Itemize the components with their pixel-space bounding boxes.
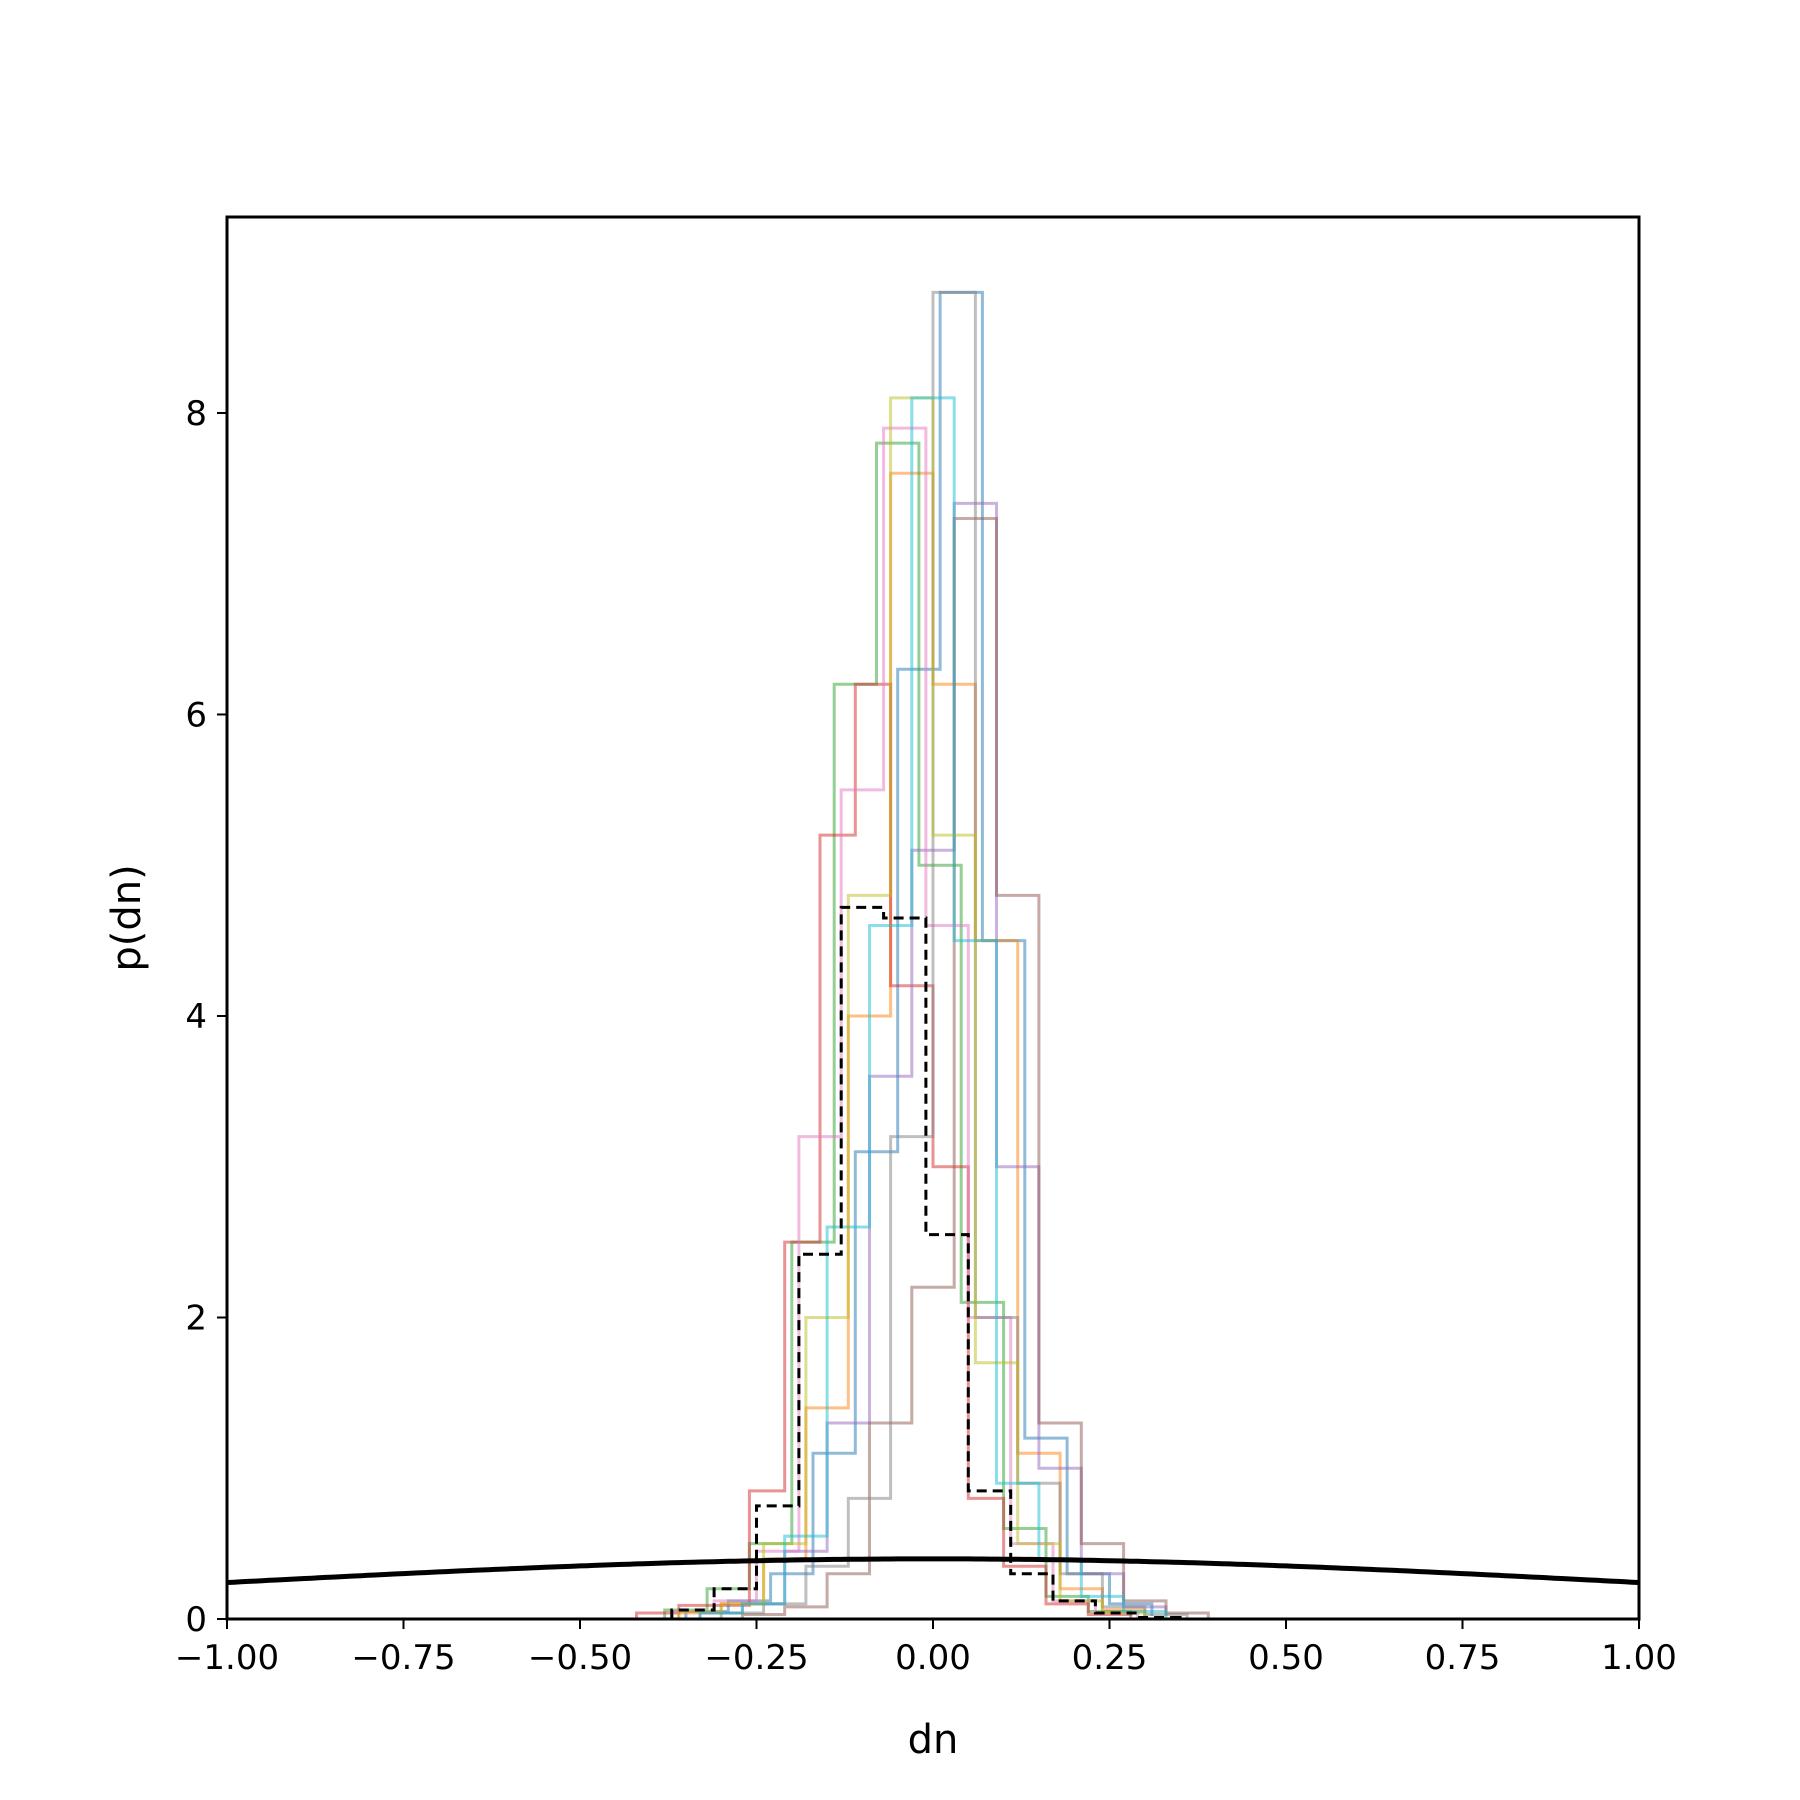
histogram-series-10 [698, 396, 1168, 1619]
x-tick-label: 1.00 [1601, 1638, 1677, 1678]
x-tick-label: −0.50 [528, 1638, 632, 1678]
x-tick-label: 0.50 [1248, 1638, 1324, 1678]
x-tick-label: −0.75 [351, 1638, 455, 1678]
y-tick-label: 6 [185, 695, 207, 735]
x-tick-label: 0.25 [1072, 1638, 1148, 1678]
mean-histogram-layer [670, 905, 1182, 1619]
x-axis-ticks: −1.00 −0.75 −0.50 −0.25 0.00 0.25 0.50 0.75 1.00 [175, 1619, 1677, 1678]
prior-gaussian-curve [227, 1556, 1639, 1585]
histogram-series-8 [719, 290, 1189, 1619]
histogram-series-layer [635, 290, 1210, 1619]
x-tick-label: −0.25 [704, 1638, 808, 1678]
x-axis-label: dn [908, 1717, 959, 1763]
prior-curve-layer [227, 1556, 1639, 1585]
mean-histogram-dashed [670, 905, 1182, 1619]
y-axis-label: p(dn) [104, 864, 150, 971]
y-tick-label: 2 [185, 1298, 207, 1338]
x-tick-label: 0.75 [1425, 1638, 1501, 1678]
y-tick-label: 0 [185, 1600, 207, 1640]
y-tick-label: 4 [185, 997, 207, 1037]
x-tick-label: 0.00 [895, 1638, 971, 1678]
y-axis-ticks: 0 2 4 6 8 [185, 394, 227, 1640]
y-tick-label: 8 [185, 394, 207, 434]
x-tick-label: −1.00 [175, 1638, 279, 1678]
